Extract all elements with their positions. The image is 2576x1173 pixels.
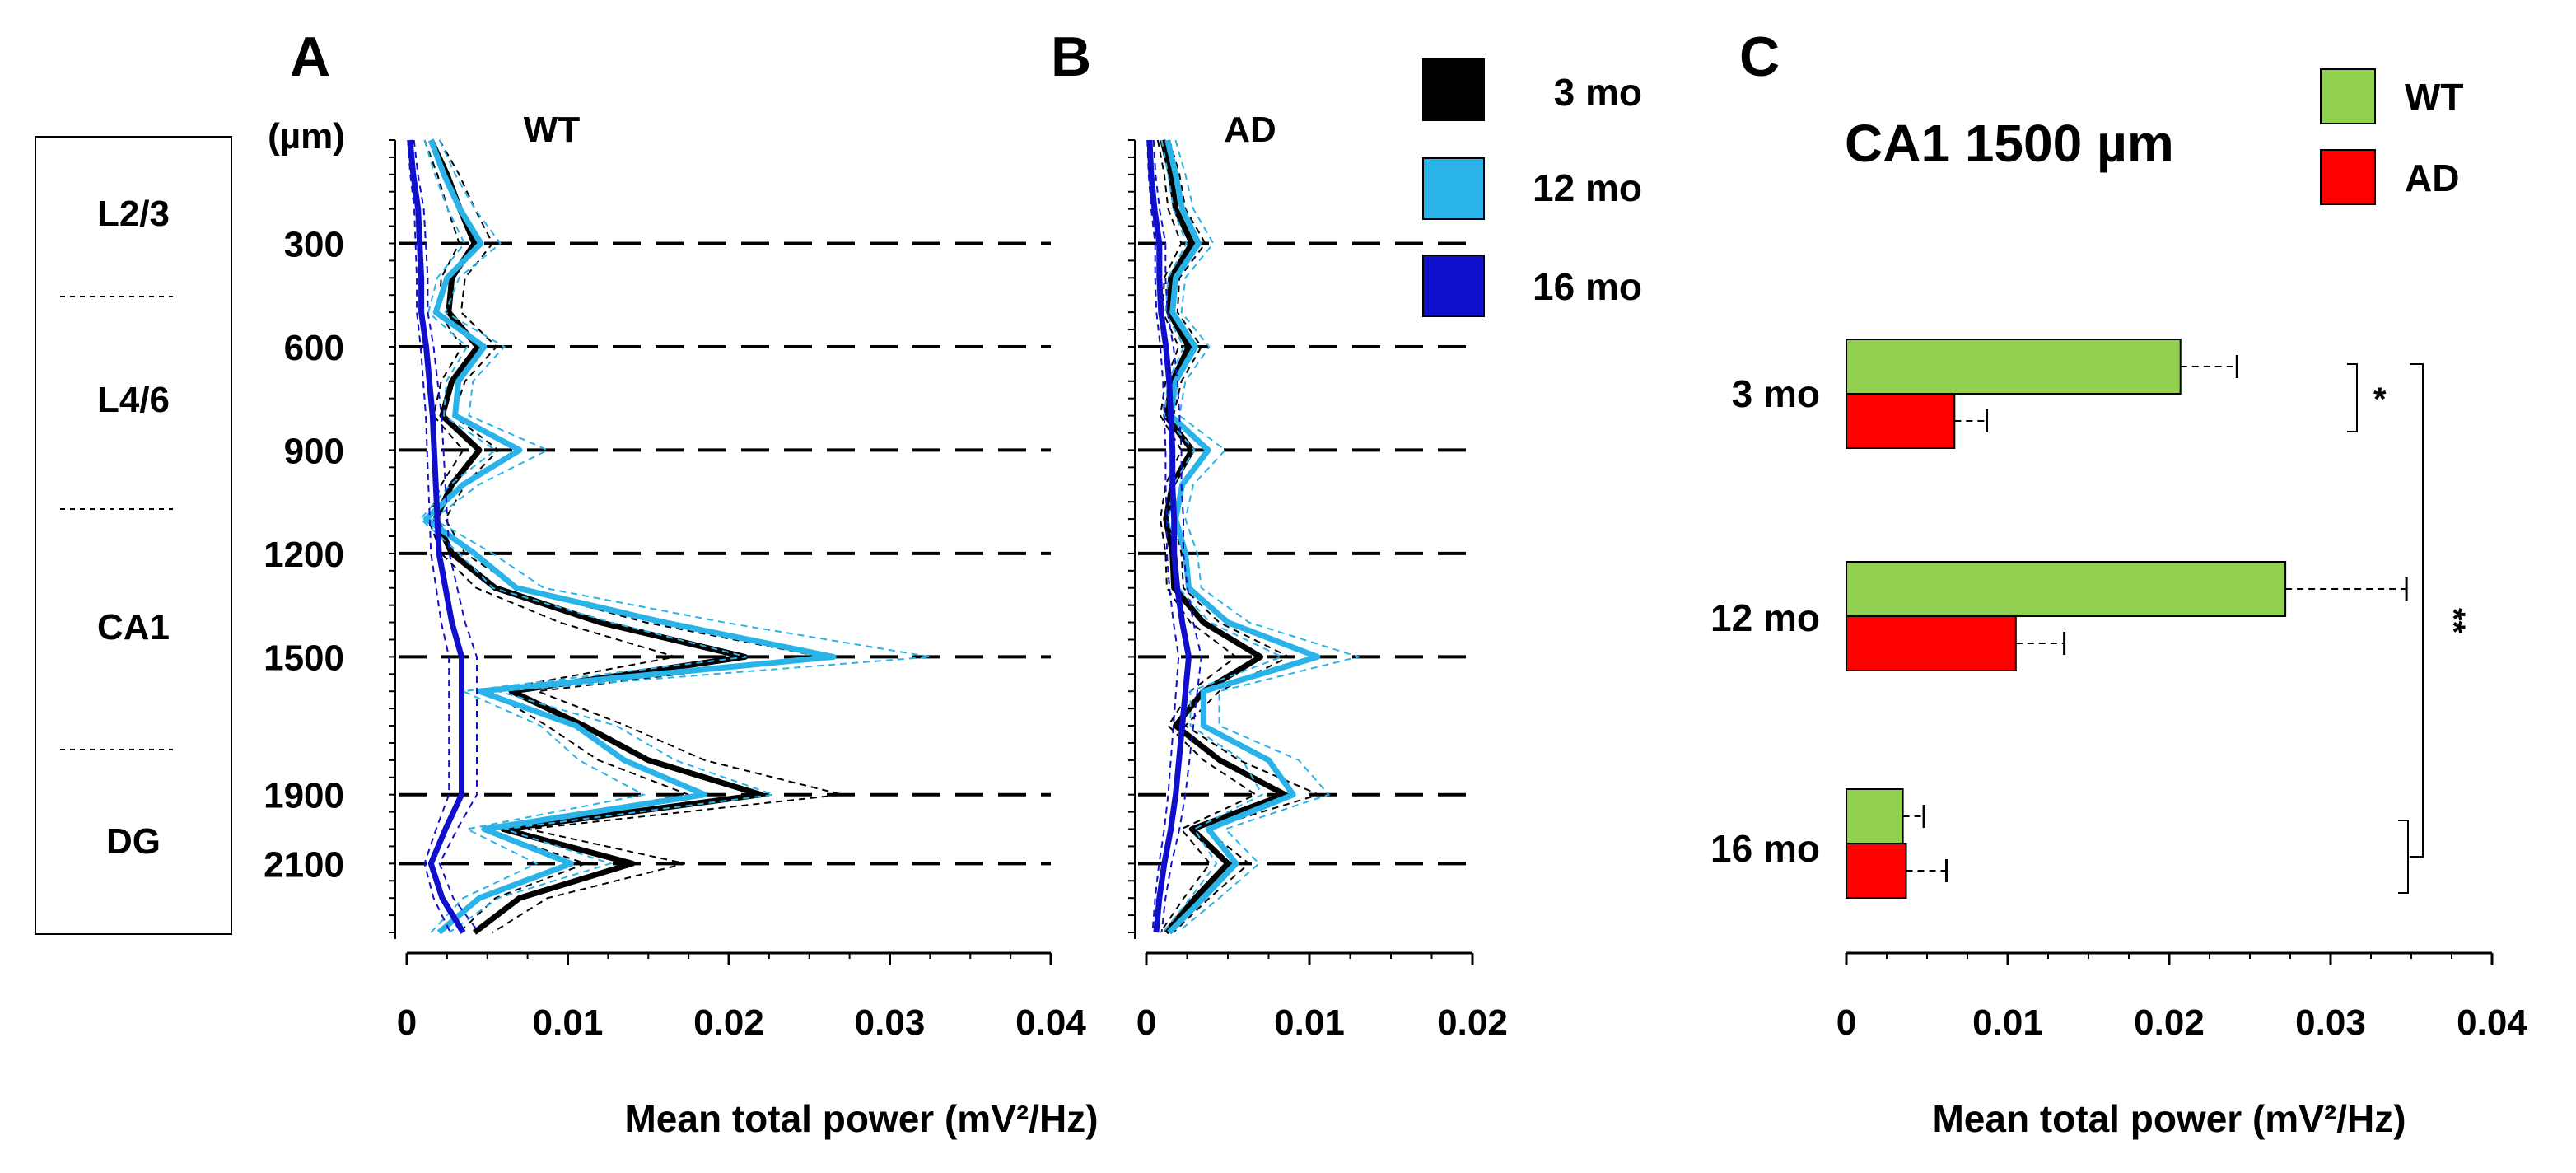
depth-tick-label-600: 600	[284, 328, 344, 368]
series-16mo-sem-lower	[1146, 139, 1180, 933]
panel-c-title: CA1 1500 µm	[1845, 114, 2174, 173]
series-3mo-sem-upper	[438, 139, 842, 933]
category-label-16mo: 16 mo	[1710, 827, 1820, 870]
xtick-label: 0	[1836, 1002, 1856, 1043]
legend-label-16mo: 16 mo	[1533, 265, 1642, 308]
panel-a-xticks: 0 0.01 0.02 0.03 0.04	[397, 953, 1086, 1043]
series-12mo-sem-upper	[1174, 139, 1362, 933]
layer-box: L2/3 L4/6 CA1 DG	[35, 136, 232, 935]
series-16mo-line	[1146, 139, 1192, 933]
significance-bracket-age-wt	[2410, 363, 2424, 858]
category-label-3mo: 3 mo	[1732, 372, 1820, 415]
series-3mo-sem-lower	[1156, 139, 1258, 933]
series-3mo-line	[1160, 139, 1288, 935]
panel-b-xticks: 0 0.01 0.02	[1136, 953, 1508, 1043]
layer-label-ca1: CA1	[97, 607, 170, 647]
legend-label-wt: WT	[2405, 76, 2464, 119]
significance-bracket-3mo	[2347, 363, 2358, 432]
xtick-label: 0.03	[2295, 1002, 2366, 1043]
significance-bracket-16mo	[2398, 820, 2409, 894]
xtick-label: 0	[1136, 1002, 1156, 1043]
ab-xlabel: Mean total power (mV²/Hz)	[624, 1097, 1098, 1140]
depth-tick-label-1900: 1900	[264, 776, 344, 816]
depth-tick-label-300: 300	[284, 224, 344, 264]
series-16mo-sem-lower	[407, 139, 451, 933]
panel-a-guides	[399, 241, 1051, 866]
depth-tick-label-1500: 1500	[264, 638, 344, 678]
layer-label-l46: L4/6	[97, 380, 170, 420]
significance-star-3mo: *	[2373, 381, 2387, 418]
series-12mo-line	[423, 138, 837, 935]
bar-wt-12mo	[1846, 561, 2287, 617]
series-12mo-sem-upper	[432, 139, 931, 933]
panel-a-ytick-labels: 300 600 900 1200 1500 1900 2100	[264, 224, 344, 885]
layer-label-dg: DG	[106, 821, 161, 862]
depth-tick-label-1200: 1200	[264, 535, 344, 575]
category-label-12mo: 12 mo	[1710, 596, 1820, 639]
panel-label-a: A	[290, 26, 330, 88]
bar-ad-12mo	[1846, 615, 2017, 671]
panel-a-depth-ticks	[389, 139, 396, 939]
series-16mo-sem-upper	[413, 139, 480, 933]
bar-wt-3mo	[1846, 339, 2182, 395]
xtick-label: 0.01	[1972, 1002, 2043, 1043]
series-12mo-line	[1164, 139, 1321, 935]
panel-c-bars	[1846, 339, 2408, 899]
legend-label-12mo: 12 mo	[1533, 166, 1642, 209]
depth-tick-label-900: 900	[284, 431, 344, 471]
panel-a-lines	[407, 138, 931, 935]
panel-b: AD 0 0.01 0.02	[1128, 110, 1508, 1043]
legend-swatch-wt	[2320, 68, 2376, 124]
panel-b-title: AD	[1224, 110, 1276, 150]
xtick-label: 0	[397, 1002, 417, 1043]
series-16mo-sem-upper	[1152, 139, 1202, 933]
xtick-label: 0.03	[855, 1002, 926, 1043]
significance-star-age: **	[2435, 608, 2471, 634]
panel-b-lines	[1146, 139, 1362, 935]
bar-ad-3mo	[1846, 393, 1956, 449]
series-3mo-sem-upper	[1169, 139, 1322, 933]
bar-ad-16mo	[1846, 843, 1907, 899]
bar-wt-16mo	[1846, 788, 1904, 844]
xtick-label: 0.04	[1015, 1002, 1086, 1043]
xtick-label: 0.04	[2457, 1002, 2527, 1043]
xtick-label: 0.01	[1274, 1002, 1345, 1043]
xtick-label: 0.02	[1437, 1002, 1508, 1043]
xtick-label: 0.02	[2134, 1002, 2205, 1043]
panel-c: CA1 1500 µm WT AD 3 mo 12 mo 16 mo * ** …	[1710, 68, 2527, 1140]
panel-a-ylabel: (µm)	[268, 116, 345, 157]
panel-c-xlabel: Mean total power (mV²/Hz)	[1932, 1097, 2406, 1140]
legend-swatch-12mo	[1422, 157, 1485, 220]
layer-label-l23: L2/3	[97, 194, 170, 234]
panel-label-b: B	[1051, 26, 1091, 88]
panel-a-title: WT	[524, 110, 581, 150]
panel-b-depth-ticks	[1128, 139, 1136, 939]
legend-swatch-3mo	[1422, 58, 1485, 121]
depth-tick-label-2100: 2100	[264, 844, 344, 885]
legend-swatch-ad	[2320, 149, 2376, 205]
legend-label-ad: AD	[2405, 157, 2459, 199]
legend-label-3mo: 3 mo	[1554, 71, 1642, 114]
panel-c-xticks: 0 0.01 0.02 0.03 0.04	[1836, 953, 2527, 1043]
series-16mo-line	[407, 139, 466, 934]
xtick-label: 0.01	[533, 1002, 604, 1043]
legend-ab: 3 mo 12 mo 16 mo	[1422, 58, 1642, 317]
panel-label-c: C	[1739, 26, 1780, 88]
legend-swatch-16mo	[1422, 255, 1485, 317]
xtick-label: 0.02	[693, 1002, 764, 1043]
